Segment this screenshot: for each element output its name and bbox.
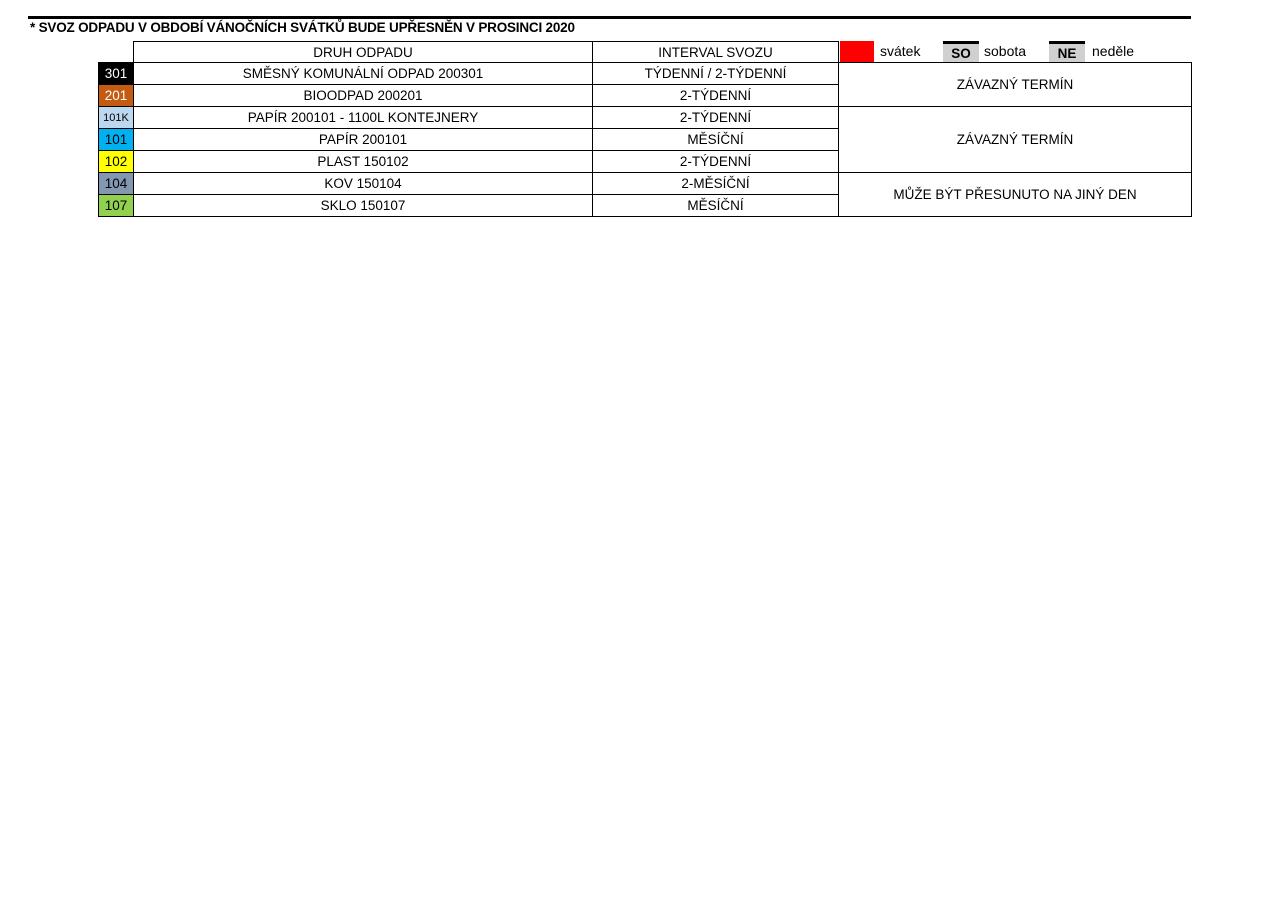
waste-type: SKLO 150107 [133,194,593,217]
header-interval: INTERVAL SVOZU [592,41,839,63]
collection-interval: MĚSÍČNÍ [592,128,839,151]
waste-type: BIOODPAD 200201 [133,84,593,107]
holiday-swatch [840,41,874,62]
waste-code-badge: 104 [98,172,134,195]
waste-code-badge: 107 [98,194,134,217]
waste-type: KOV 150104 [133,172,593,195]
collection-interval: MĚSÍČNÍ [592,194,839,217]
collection-interval: 2-TÝDENNÍ [592,106,839,129]
collection-interval: 2-TÝDENNÍ [592,150,839,173]
waste-type: PLAST 150102 [133,150,593,173]
note-binding-2: ZÁVAZNÝ TERMÍN [838,106,1192,173]
note-movable: MŮŽE BÝT PŘESUNUTO NA JINÝ DEN [838,172,1192,217]
note-binding-1: ZÁVAZNÝ TERMÍN [838,62,1192,107]
legend-saturday-box: SO [943,41,979,62]
waste-type: PAPÍR 200101 - 1100L KONTEJNERY [133,106,593,129]
waste-type: SMĚSNÝ KOMUNÁLNÍ ODPAD 200301 [133,62,593,85]
legend-saturday: sobota [984,43,1027,59]
waste-code-badge: 101 [98,128,134,151]
legend-sunday-box: NE [1049,41,1085,62]
top-rule [28,16,1191,19]
legend-sunday: neděle [1092,43,1135,59]
notice-title: * SVOZ ODPADU V OBDOBÍ VÁNOČNÍCH SVÁTKŮ … [30,20,575,35]
header-type: DRUH ODPADU [133,41,593,63]
waste-code-badge: 102 [98,150,134,173]
waste-code-badge: 301 [98,62,134,85]
waste-code-badge: 101K [98,106,134,129]
legend-holiday: svátek [880,43,921,59]
collection-interval: 2-MĚSÍČNÍ [592,172,839,195]
collection-interval: 2-TÝDENNÍ [592,84,839,107]
collection-interval: TÝDENNÍ / 2-TÝDENNÍ [592,62,839,85]
waste-code-badge: 201 [98,84,134,107]
waste-type: PAPÍR 200101 [133,128,593,151]
